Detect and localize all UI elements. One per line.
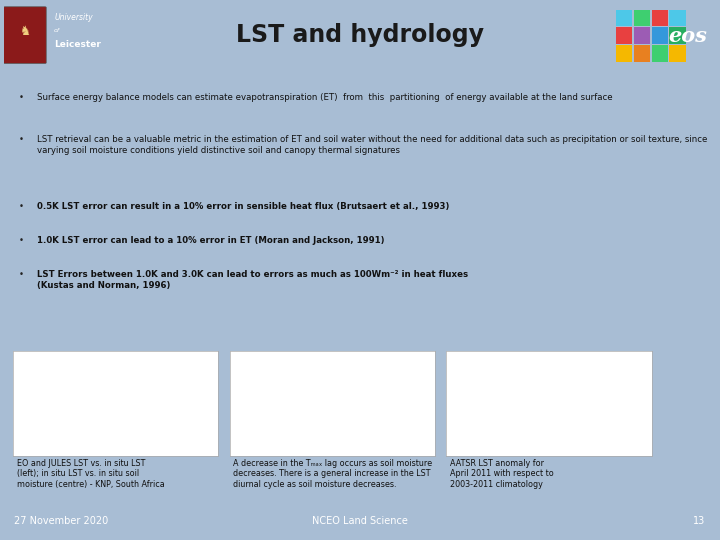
Bar bbox=[670, 45, 685, 62]
Text: AATSR LST anomaly for
April 2011 with respect to
2003-2011 climatology: AATSR LST anomaly for April 2011 with re… bbox=[450, 459, 554, 489]
Bar bbox=[634, 45, 650, 62]
Text: eos: eos bbox=[669, 26, 708, 46]
Bar bbox=[670, 10, 685, 26]
Bar bbox=[634, 28, 650, 44]
Text: •: • bbox=[19, 202, 24, 211]
FancyBboxPatch shape bbox=[4, 7, 46, 63]
Text: 1.0K LST error can lead to a 10% error in ET (Moran and Jackson, 1991): 1.0K LST error can lead to a 10% error i… bbox=[37, 236, 385, 245]
Text: •: • bbox=[19, 236, 24, 245]
Bar bbox=[652, 28, 668, 44]
Text: •: • bbox=[19, 136, 24, 145]
Text: •: • bbox=[19, 270, 24, 279]
Text: LST Errors between 1.0K and 3.0K can lead to errors as much as 100Wm⁻² in heat f: LST Errors between 1.0K and 3.0K can lea… bbox=[37, 270, 469, 289]
Text: Leicester: Leicester bbox=[54, 40, 101, 50]
Bar bbox=[652, 10, 668, 26]
Text: University: University bbox=[54, 14, 93, 23]
Text: LST retrieval can be a valuable metric in the estimation of ET and soil water wi: LST retrieval can be a valuable metric i… bbox=[37, 136, 708, 155]
Bar bbox=[652, 45, 668, 62]
Text: of: of bbox=[54, 28, 60, 33]
Text: ♞: ♞ bbox=[19, 25, 30, 38]
Text: 27 November 2020: 27 November 2020 bbox=[14, 516, 109, 525]
Bar bbox=[616, 10, 632, 26]
Text: NCEO Land Science: NCEO Land Science bbox=[312, 516, 408, 525]
Bar bbox=[634, 10, 650, 26]
Bar bbox=[670, 28, 685, 44]
Text: Surface energy balance models can estimate evapotranspiration (ET)  from  this  : Surface energy balance models can estima… bbox=[37, 93, 613, 102]
Text: 0.5K LST error can result in a 10% error in sensible heat flux (Brutsaert et al.: 0.5K LST error can result in a 10% error… bbox=[37, 202, 450, 211]
Text: LST and hydrology: LST and hydrology bbox=[236, 23, 484, 47]
Bar bbox=[616, 45, 632, 62]
Text: 13: 13 bbox=[693, 516, 706, 525]
Bar bbox=[616, 28, 632, 44]
Text: A decrease in the Tₘₐₓ lag occurs as soil moisture
decreases. There is a general: A decrease in the Tₘₐₓ lag occurs as soi… bbox=[233, 459, 433, 489]
Text: •: • bbox=[19, 93, 24, 102]
Text: EO and JULES LST vs. in situ LST
(left); in situ LST vs. in situ soil
moisture (: EO and JULES LST vs. in situ LST (left);… bbox=[17, 459, 164, 489]
